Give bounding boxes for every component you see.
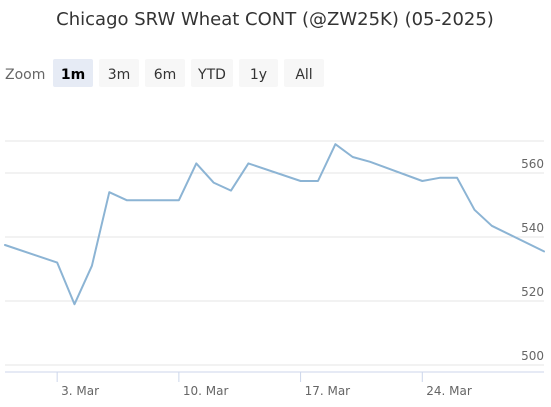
data-point: [176, 197, 182, 203]
data-point: [245, 160, 251, 166]
zoom-button-1m[interactable]: 1m: [53, 59, 93, 87]
zoom-button-label[interactable]: YTD: [197, 67, 226, 83]
chart-title: Chicago SRW Wheat CONT (@ZW25K) (05-2025…: [56, 9, 494, 30]
zoom-button-background[interactable]: [53, 59, 93, 87]
data-point: [332, 141, 338, 147]
zoom-button-background[interactable]: [145, 59, 185, 87]
x-tick-label: 3. Mar: [61, 384, 99, 398]
zoom-button-background[interactable]: [284, 59, 324, 87]
data-point: [124, 197, 130, 203]
data-point: [350, 154, 356, 160]
zoom-button-label[interactable]: 1m: [61, 67, 85, 83]
series-layer: [2, 141, 547, 307]
data-point: [367, 159, 373, 165]
data-point: [298, 178, 304, 184]
zoom-button-label[interactable]: All: [295, 67, 312, 83]
x-tick-label: 17. Mar: [305, 384, 351, 398]
zoom-range-selector: Zoom 1m 3m 6m YTD 1y All: [5, 59, 324, 87]
data-point: [106, 189, 112, 195]
data-point: [489, 223, 495, 229]
zoom-button-3m[interactable]: 3m: [99, 59, 139, 87]
y-tick-label: 520: [521, 285, 544, 299]
data-point: [315, 178, 321, 184]
zoom-button-background[interactable]: [239, 59, 278, 87]
y-tick-label: 560: [521, 157, 544, 171]
zoom-button-label[interactable]: 6m: [154, 67, 177, 83]
data-point: [472, 207, 478, 213]
data-point: [541, 248, 547, 254]
axes: 3. Mar 10. Mar 17. Mar 24. Mar: [5, 371, 544, 398]
y-tick-label: 540: [521, 221, 544, 235]
data-point: [54, 260, 60, 266]
zoom-button-background[interactable]: [99, 59, 139, 87]
price-series-line: [4, 143, 545, 306]
zoom-button-6m[interactable]: 6m: [145, 59, 185, 87]
data-point: [211, 180, 217, 186]
data-point: [454, 175, 460, 181]
zoom-button-label[interactable]: 3m: [108, 67, 131, 83]
data-point: [193, 160, 199, 166]
zoom-button-all[interactable]: All: [284, 59, 324, 87]
zoom-button-1y[interactable]: 1y: [239, 59, 278, 87]
data-point: [437, 175, 443, 181]
data-point: [419, 178, 425, 184]
x-tick-label: 24. Mar: [426, 384, 472, 398]
data-point: [2, 242, 8, 248]
x-tick-label: 10. Mar: [183, 384, 229, 398]
zoom-button-background[interactable]: [191, 59, 233, 87]
y-tick-label: 500: [521, 349, 544, 363]
data-point: [72, 301, 78, 307]
zoom-button-label[interactable]: 1y: [250, 67, 267, 83]
grid: 500 520 540 560: [5, 140, 544, 366]
data-point: [228, 188, 234, 194]
data-point: [89, 263, 95, 269]
zoom-button-ytd[interactable]: YTD: [191, 59, 233, 87]
zoom-label: Zoom: [5, 67, 45, 83]
